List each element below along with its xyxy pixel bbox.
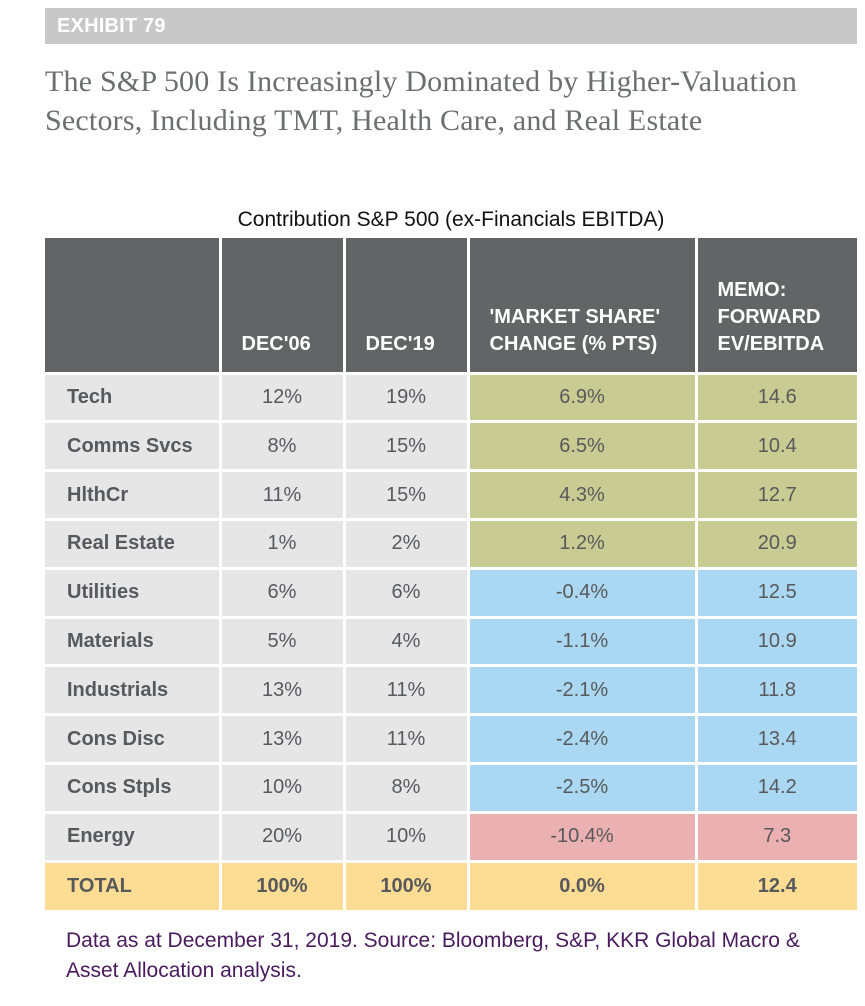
header-dec06: DEC'06 bbox=[220, 238, 346, 375]
dec19-cell: 2% bbox=[344, 519, 470, 570]
sector-cell: Tech bbox=[45, 373, 222, 424]
dec06-cell: 12% bbox=[220, 373, 346, 424]
sector-cell: Utilities bbox=[45, 568, 222, 619]
dec06-cell: 13% bbox=[220, 665, 346, 717]
dec19-cell: 4% bbox=[344, 617, 470, 668]
table-row: Cons Disc 13% 11% -2.4% 13.4 bbox=[45, 714, 857, 765]
table-row: Real Estate 1% 2% 1.2% 20.9 bbox=[45, 519, 857, 570]
dec19-cell: 15% bbox=[344, 470, 470, 521]
sector-cell: Cons Disc bbox=[45, 714, 222, 765]
table-row: Industrials 13% 11% -2.1% 11.8 bbox=[45, 665, 857, 717]
dec06-cell: 5% bbox=[220, 617, 346, 668]
sector-cell: HlthCr bbox=[45, 470, 222, 521]
sector-cell: Real Estate bbox=[45, 519, 222, 570]
table-row: Utilities 6% 6% -0.4% 12.5 bbox=[45, 568, 857, 619]
header-forward-ev-ebitda: MEMO: FORWARD EV/EBITDA bbox=[696, 238, 857, 375]
ev-ebitda-cell: 12.4 bbox=[696, 861, 857, 910]
change-cell: -2.5% bbox=[468, 763, 698, 814]
table-row: HlthCr 11% 15% 4.3% 12.7 bbox=[45, 470, 857, 521]
sector-cell: Cons Stpls bbox=[45, 763, 222, 814]
table-row: Tech 12% 19% 6.9% 14.6 bbox=[45, 373, 857, 424]
ev-ebitda-cell: 10.9 bbox=[696, 617, 857, 668]
table-row: Cons Stpls 10% 8% -2.5% 14.2 bbox=[45, 763, 857, 814]
change-cell: -2.1% bbox=[468, 665, 698, 717]
header-sector bbox=[45, 238, 222, 375]
ev-ebitda-cell: 13.4 bbox=[696, 714, 857, 765]
dec19-cell: 8% bbox=[344, 763, 470, 814]
dec06-cell: 8% bbox=[220, 421, 346, 473]
ev-ebitda-cell: 12.7 bbox=[696, 470, 857, 521]
ev-ebitda-cell: 11.8 bbox=[696, 665, 857, 717]
header-row: DEC'06 DEC'19 'MARKET SHARE' CHANGE (% P… bbox=[45, 238, 857, 375]
dec06-cell: 20% bbox=[220, 812, 346, 863]
change-cell: 6.9% bbox=[468, 373, 698, 424]
sector-cell: Comms Svcs bbox=[45, 421, 222, 473]
sector-cell: Materials bbox=[45, 617, 222, 668]
dec06-cell: 1% bbox=[220, 519, 346, 570]
contribution-table: DEC'06 DEC'19 'MARKET SHARE' CHANGE (% P… bbox=[45, 238, 857, 910]
total-row: TOTAL 100% 100% 0.0% 12.4 bbox=[45, 861, 857, 910]
change-cell: -10.4% bbox=[468, 812, 698, 863]
header-market-share-change: 'MARKET SHARE' CHANGE (% PTS) bbox=[468, 238, 698, 375]
dec19-cell: 6% bbox=[344, 568, 470, 619]
change-cell: -2.4% bbox=[468, 714, 698, 765]
dec19-cell: 11% bbox=[344, 665, 470, 717]
change-cell: 4.3% bbox=[468, 470, 698, 521]
ev-ebitda-cell: 7.3 bbox=[696, 812, 857, 863]
sector-cell: Industrials bbox=[45, 665, 222, 717]
change-cell: -1.1% bbox=[468, 617, 698, 668]
ev-ebitda-cell: 14.2 bbox=[696, 763, 857, 814]
table-row: Materials 5% 4% -1.1% 10.9 bbox=[45, 617, 857, 668]
sector-cell: TOTAL bbox=[45, 861, 222, 910]
ev-ebitda-cell: 14.6 bbox=[696, 373, 857, 424]
change-cell: 6.5% bbox=[468, 421, 698, 473]
dec19-cell: 15% bbox=[344, 421, 470, 473]
dec06-cell: 13% bbox=[220, 714, 346, 765]
dec19-cell: 19% bbox=[344, 373, 470, 424]
table-title: Contribution S&P 500 (ex-Financials EBIT… bbox=[237, 208, 665, 231]
dec19-cell: 10% bbox=[344, 812, 470, 863]
dec19-cell: 100% bbox=[344, 861, 470, 910]
ev-ebitda-cell: 10.4 bbox=[696, 421, 857, 473]
change-cell: -0.4% bbox=[468, 568, 698, 619]
dec06-cell: 11% bbox=[220, 470, 346, 521]
change-cell: 1.2% bbox=[468, 519, 698, 570]
table-row: Energy 20% 10% -10.4% 7.3 bbox=[45, 812, 857, 863]
headline: The S&P 500 Is Increasingly Dominated by… bbox=[45, 65, 798, 137]
table-body: Tech 12% 19% 6.9% 14.6 Comms Svcs 8% 15% 6.5% 10.… bbox=[45, 373, 857, 910]
dec06-cell: 100% bbox=[220, 861, 346, 910]
sector-cell: Energy bbox=[45, 812, 222, 863]
ev-ebitda-cell: 12.5 bbox=[696, 568, 857, 619]
ev-ebitda-cell: 20.9 bbox=[696, 519, 857, 570]
exhibit-label: EXHIBIT 79 bbox=[45, 8, 857, 44]
source-footnote: Data as at December 31, 2019. Source: Bl… bbox=[66, 929, 800, 982]
table-row: Comms Svcs 8% 15% 6.5% 10.4 bbox=[45, 421, 857, 473]
dec19-cell: 11% bbox=[344, 714, 470, 765]
header-dec19: DEC'19 bbox=[344, 238, 470, 375]
dec06-cell: 6% bbox=[220, 568, 346, 619]
dec06-cell: 10% bbox=[220, 763, 346, 814]
change-cell: 0.0% bbox=[468, 861, 698, 910]
